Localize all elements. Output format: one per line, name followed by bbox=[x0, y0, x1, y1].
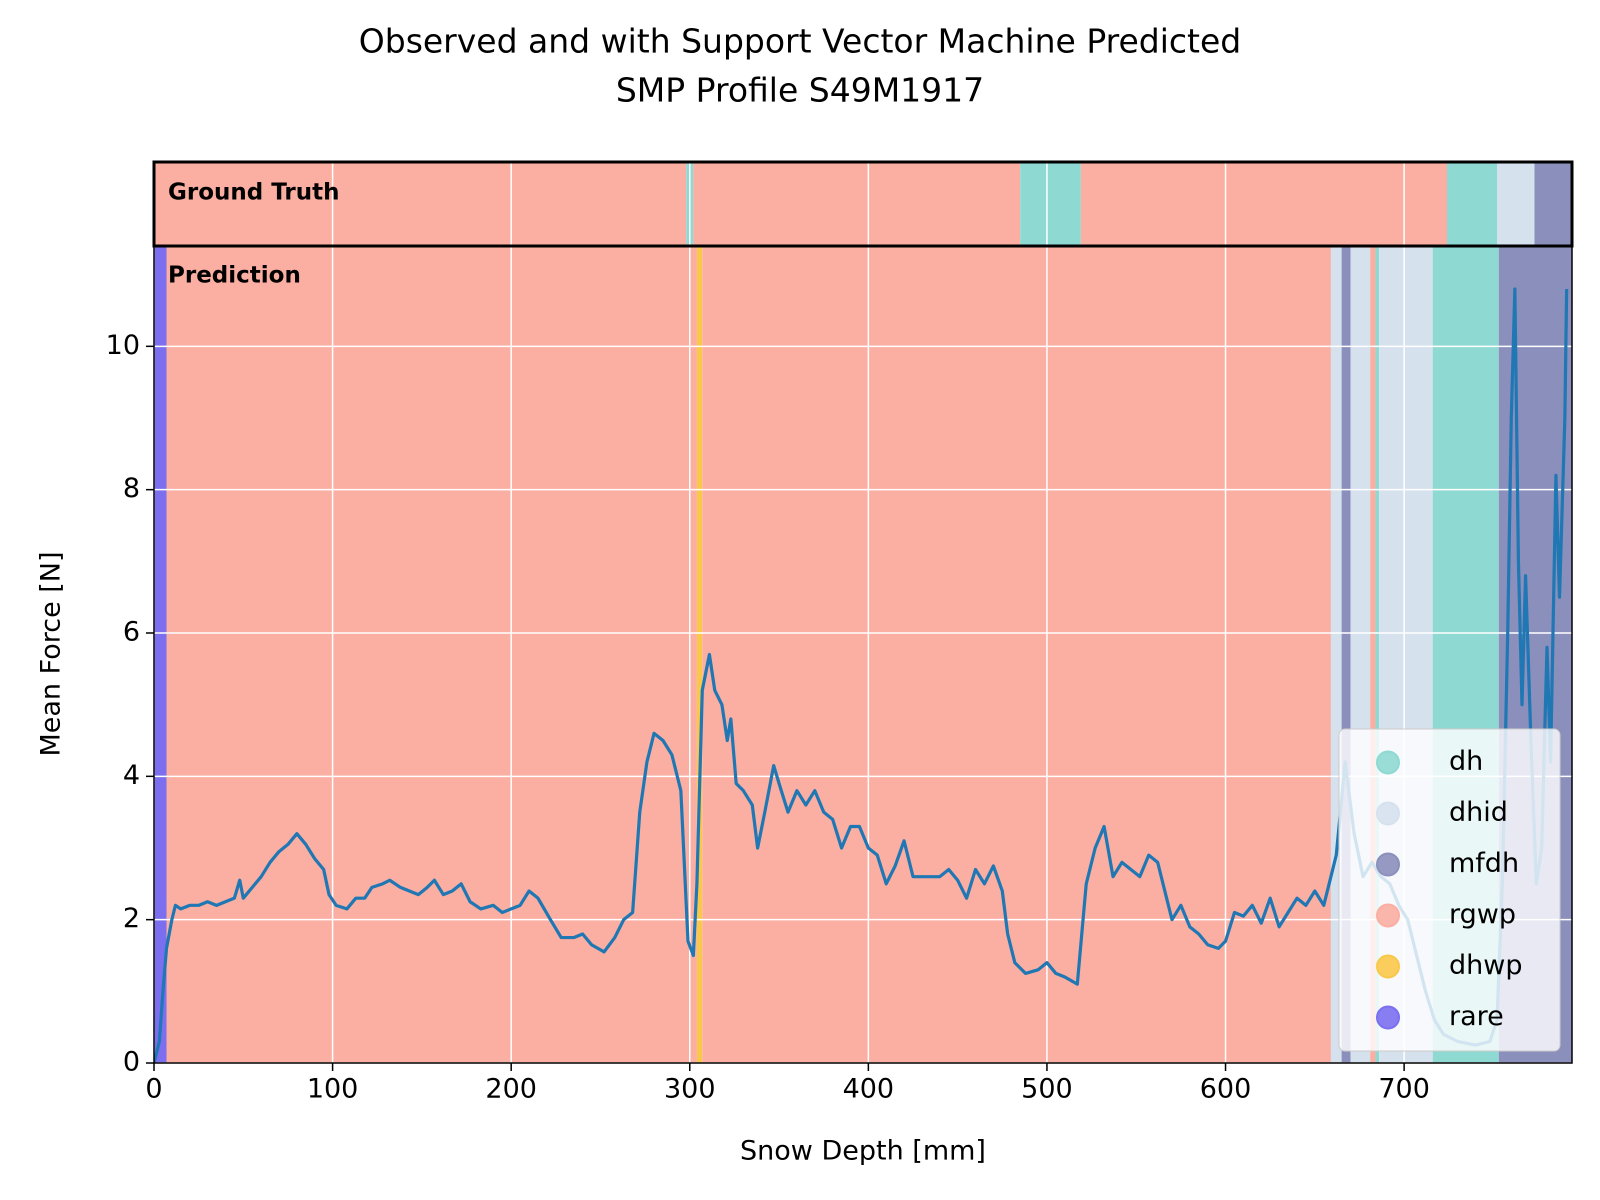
prediction-band bbox=[1330, 246, 1342, 1063]
legend-marker bbox=[1376, 954, 1400, 979]
prediction-band bbox=[702, 246, 1331, 1063]
bands bbox=[154, 162, 1572, 1063]
prediction-band bbox=[166, 246, 697, 1063]
axes: Ground Truth Prediction bbox=[152, 160, 1574, 1064]
y-tick-label: 6 bbox=[123, 617, 140, 648]
y-tick-label: 2 bbox=[123, 903, 140, 934]
ground-truth-band bbox=[693, 162, 1021, 246]
ground-truth-band bbox=[1496, 162, 1535, 246]
y-tick-label: 0 bbox=[123, 1047, 140, 1078]
legend-label: rare bbox=[1449, 1001, 1504, 1032]
y-axis-label: Mean Force [N] bbox=[36, 551, 67, 756]
legend-marker bbox=[1376, 801, 1400, 826]
x-tick-label: 200 bbox=[485, 1074, 537, 1105]
x-tick-label: 600 bbox=[1200, 1074, 1252, 1105]
legend-marker bbox=[1376, 852, 1400, 877]
legend-label: dhwp bbox=[1449, 950, 1522, 981]
x-tick-label: 300 bbox=[664, 1074, 716, 1105]
x-tick-label: 0 bbox=[145, 1074, 162, 1105]
legend-label: mfdh bbox=[1449, 848, 1519, 879]
y-tick-label: 10 bbox=[106, 330, 140, 361]
x-tick-label: 700 bbox=[1378, 1074, 1430, 1105]
plot-frame bbox=[153, 245, 1573, 1064]
x-tick-label: 500 bbox=[1021, 1074, 1073, 1105]
prediction-band bbox=[154, 246, 167, 1063]
ground-truth-band bbox=[154, 162, 687, 246]
ground-truth-band bbox=[1080, 162, 1447, 246]
legend-label: dh bbox=[1449, 746, 1483, 777]
chart-title: Observed and with Support Vector Machine… bbox=[359, 22, 1241, 61]
y-tick-label: 4 bbox=[123, 760, 140, 791]
prediction-band bbox=[1341, 246, 1351, 1063]
legend-marker bbox=[1376, 1005, 1400, 1030]
ground-truth-band bbox=[1446, 162, 1497, 246]
x-axis-label: Snow Depth [mm] bbox=[740, 1136, 986, 1167]
prediction-band bbox=[696, 246, 703, 1063]
x-tick-label: 100 bbox=[307, 1074, 359, 1105]
legend-label: rgwp bbox=[1449, 899, 1516, 930]
legend-marker bbox=[1376, 750, 1400, 775]
legend: dh dhid mfdh rgwp dhwp rare bbox=[1338, 728, 1561, 1052]
prediction-band bbox=[1370, 246, 1376, 1063]
prediction-band bbox=[1375, 246, 1380, 1063]
y-tick-label: 8 bbox=[123, 473, 140, 504]
legend-label: dhid bbox=[1449, 797, 1508, 828]
ground-truth-band bbox=[1534, 162, 1572, 246]
x-tick-label: 400 bbox=[843, 1074, 895, 1105]
ticks: 0 100 200 300 400 500 600 700 0 2 4 6 8 10 bbox=[106, 330, 1430, 1105]
annotation: Ground Truth bbox=[168, 180, 340, 206]
legend-marker bbox=[1376, 903, 1400, 928]
annotation: Prediction bbox=[168, 263, 301, 289]
ground-truth-band bbox=[1020, 162, 1081, 246]
chart-title: SMP Profile S49M1917 bbox=[616, 71, 984, 110]
